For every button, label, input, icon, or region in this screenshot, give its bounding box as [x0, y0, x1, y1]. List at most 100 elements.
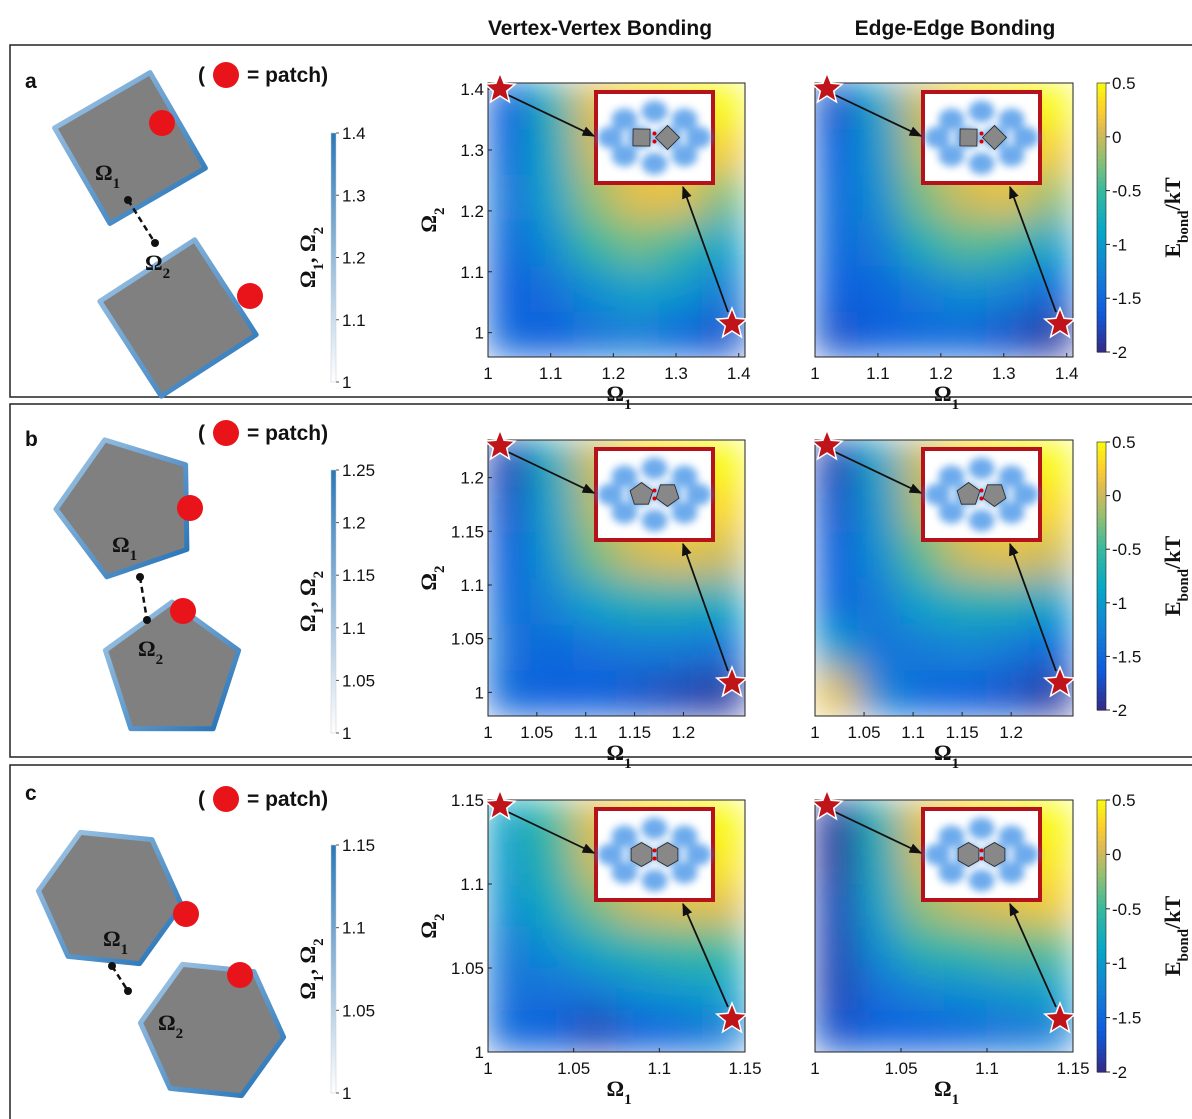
scale-tick-label: 1.1: [342, 619, 366, 638]
heatmap-cell: [702, 265, 746, 312]
colorbar-cell: [1097, 572, 1106, 577]
colorbar-cell: [1097, 845, 1106, 850]
colorbar-tick-label: -1.5: [1112, 1009, 1141, 1028]
inset-patch: [653, 132, 657, 136]
heatmap-cell: [530, 578, 574, 625]
y-tick-label: 1.1: [460, 263, 484, 282]
colorbar-cell: [1097, 836, 1106, 841]
colorbar-cell: [1097, 616, 1106, 621]
colorbar-cell: [1097, 487, 1106, 492]
heatmap-cell: [488, 486, 532, 533]
colorbar-cell: [1097, 267, 1106, 272]
inset-blob: [969, 870, 995, 892]
heatmap-cell: [815, 532, 859, 579]
inset-blob: [939, 862, 965, 884]
heatmap-cell: [573, 968, 617, 1011]
colorbar-cell: [1097, 222, 1106, 227]
patch: [237, 283, 263, 309]
y-tick-label: 1.05: [451, 959, 484, 978]
x-tick-label: 1.4: [727, 364, 751, 383]
colorbar-cell: [1097, 1036, 1106, 1041]
inset-blob: [612, 466, 638, 488]
heatmap-cell: [488, 128, 532, 175]
heatmap-cell: [815, 174, 859, 221]
heatmap-cell: [815, 128, 859, 175]
heatmap-cell: [815, 670, 859, 717]
y-tick-label: 1.1: [460, 576, 484, 595]
colorbar-cell: [1097, 87, 1106, 92]
colorbar-cell: [1097, 132, 1106, 137]
colorbar-cell: [1097, 128, 1106, 133]
colorbar-cell: [1097, 509, 1106, 514]
inset-blob: [939, 502, 965, 524]
patch-swatch: [213, 420, 239, 446]
inset-patch: [980, 849, 984, 853]
inset-blob: [969, 818, 995, 840]
heatmap-cell: [573, 578, 617, 625]
x-tick-label: 1.1: [648, 1059, 672, 1078]
label-sub: 1: [311, 975, 327, 983]
heatmap-cell: [488, 968, 532, 1011]
heatmap-cell: [616, 1010, 660, 1053]
colorbar-cell: [1097, 950, 1106, 955]
inset-patch: [653, 497, 657, 501]
colorbar-cell: [1097, 339, 1106, 344]
colorbar-tick-label: 0: [1112, 128, 1121, 147]
x-tick-label: 1.1: [866, 364, 890, 383]
inset-blob: [939, 145, 965, 167]
colorbar-tick-label: -2: [1112, 343, 1127, 362]
y-axis-label: Ω2: [416, 913, 448, 938]
colorbar-cell: [1097, 182, 1106, 187]
label-sub: 1: [952, 1092, 960, 1108]
heatmap-cell: [530, 800, 574, 843]
colorbar-cell: [1097, 159, 1106, 164]
heatmap-cell: [573, 670, 617, 717]
x-axis-label: Ω1: [934, 381, 959, 413]
heatmap-cell: [659, 220, 703, 267]
colorbar-cell: [1097, 670, 1106, 675]
colorbar-cell: [1097, 999, 1106, 1004]
colorbar-cell: [1097, 119, 1106, 124]
colorbar-cell: [1097, 513, 1106, 518]
colorbar-tick-label: -2: [1112, 701, 1127, 720]
colorbar-cell: [1097, 909, 1106, 914]
bond-end: [124, 196, 132, 204]
label-sub: 1: [952, 756, 960, 772]
bond-line: [140, 577, 147, 620]
x-tick-label: 1.3: [992, 364, 1016, 383]
inset-blob: [939, 109, 965, 131]
heatmap-cell: [858, 174, 902, 221]
label-part: /kT: [1160, 896, 1185, 930]
heatmap-cell: [815, 265, 859, 312]
label-sub: bond: [1176, 928, 1192, 961]
colorbar-cell: [1097, 585, 1106, 590]
colorbar-tick-label: -1.5: [1112, 647, 1141, 666]
inset-blob: [642, 153, 668, 175]
inset-blob: [925, 484, 951, 506]
label-part: Ω: [934, 740, 952, 765]
inset-blob: [672, 109, 698, 131]
y-tick-label: 1.15: [451, 522, 484, 541]
heatmap-cell: [858, 968, 902, 1011]
inset-blob: [672, 502, 698, 524]
colorbar-label: Ebond/kT: [1160, 896, 1192, 977]
colorbar-tick-label: 0.5: [1112, 433, 1136, 452]
heatmap-cell: [530, 220, 574, 267]
legend-text: = patch): [247, 422, 328, 445]
colorbar-cell: [1097, 959, 1106, 964]
heatmap-cell: [858, 128, 902, 175]
scale-colorbar: [331, 133, 336, 382]
colorbar-cell: [1097, 963, 1106, 968]
x-tick-label: 1.2: [672, 723, 696, 742]
heatmap-cell: [530, 926, 574, 969]
inset-blob: [999, 466, 1025, 488]
heatmap-cell: [858, 670, 902, 717]
heatmap-cell: [901, 311, 945, 358]
label-part: Ω: [607, 740, 625, 765]
colorbar-cell: [1097, 674, 1106, 679]
colorbar-cell: [1097, 469, 1106, 474]
colorbar-cell: [1097, 900, 1106, 905]
heatmap-cell: [488, 842, 532, 885]
heatmap-cell: [901, 265, 945, 312]
heatmap-cell: [530, 968, 574, 1011]
